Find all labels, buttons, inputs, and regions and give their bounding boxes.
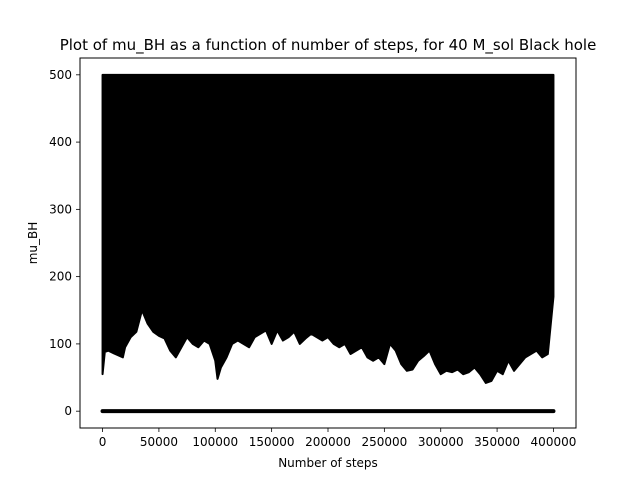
x-tick-label: 0 [99,435,107,449]
y-tick-label: 200 [49,270,72,284]
y-tick-label: 400 [49,135,72,149]
x-tick-label: 300000 [418,435,464,449]
y-tick-label: 500 [49,68,72,82]
x-tick-label: 200000 [305,435,351,449]
x-axis-ticks: 0 50000 100000 150000 200000 250000 300000 3500… [99,428,577,449]
x-axis-label: Number of steps [278,456,378,470]
y-axis-label: mu_BH [26,222,40,265]
y-tick-label: 300 [49,202,72,216]
x-tick-label: 150000 [249,435,295,449]
y-tick-label: 0 [64,404,72,418]
x-tick-label: 350000 [474,435,520,449]
x-tick-label: 250000 [361,435,407,449]
y-axis-ticks: 0 100 200 300 400 500 [49,68,80,418]
chart-title: Plot of mu_BH as a function of number of… [60,36,597,55]
x-tick-label: 50000 [140,435,178,449]
x-tick-label: 400000 [531,435,577,449]
y-tick-label: 100 [49,337,72,351]
series-band [101,73,555,384]
x-tick-label: 100000 [192,435,238,449]
plot-area [100,73,556,414]
